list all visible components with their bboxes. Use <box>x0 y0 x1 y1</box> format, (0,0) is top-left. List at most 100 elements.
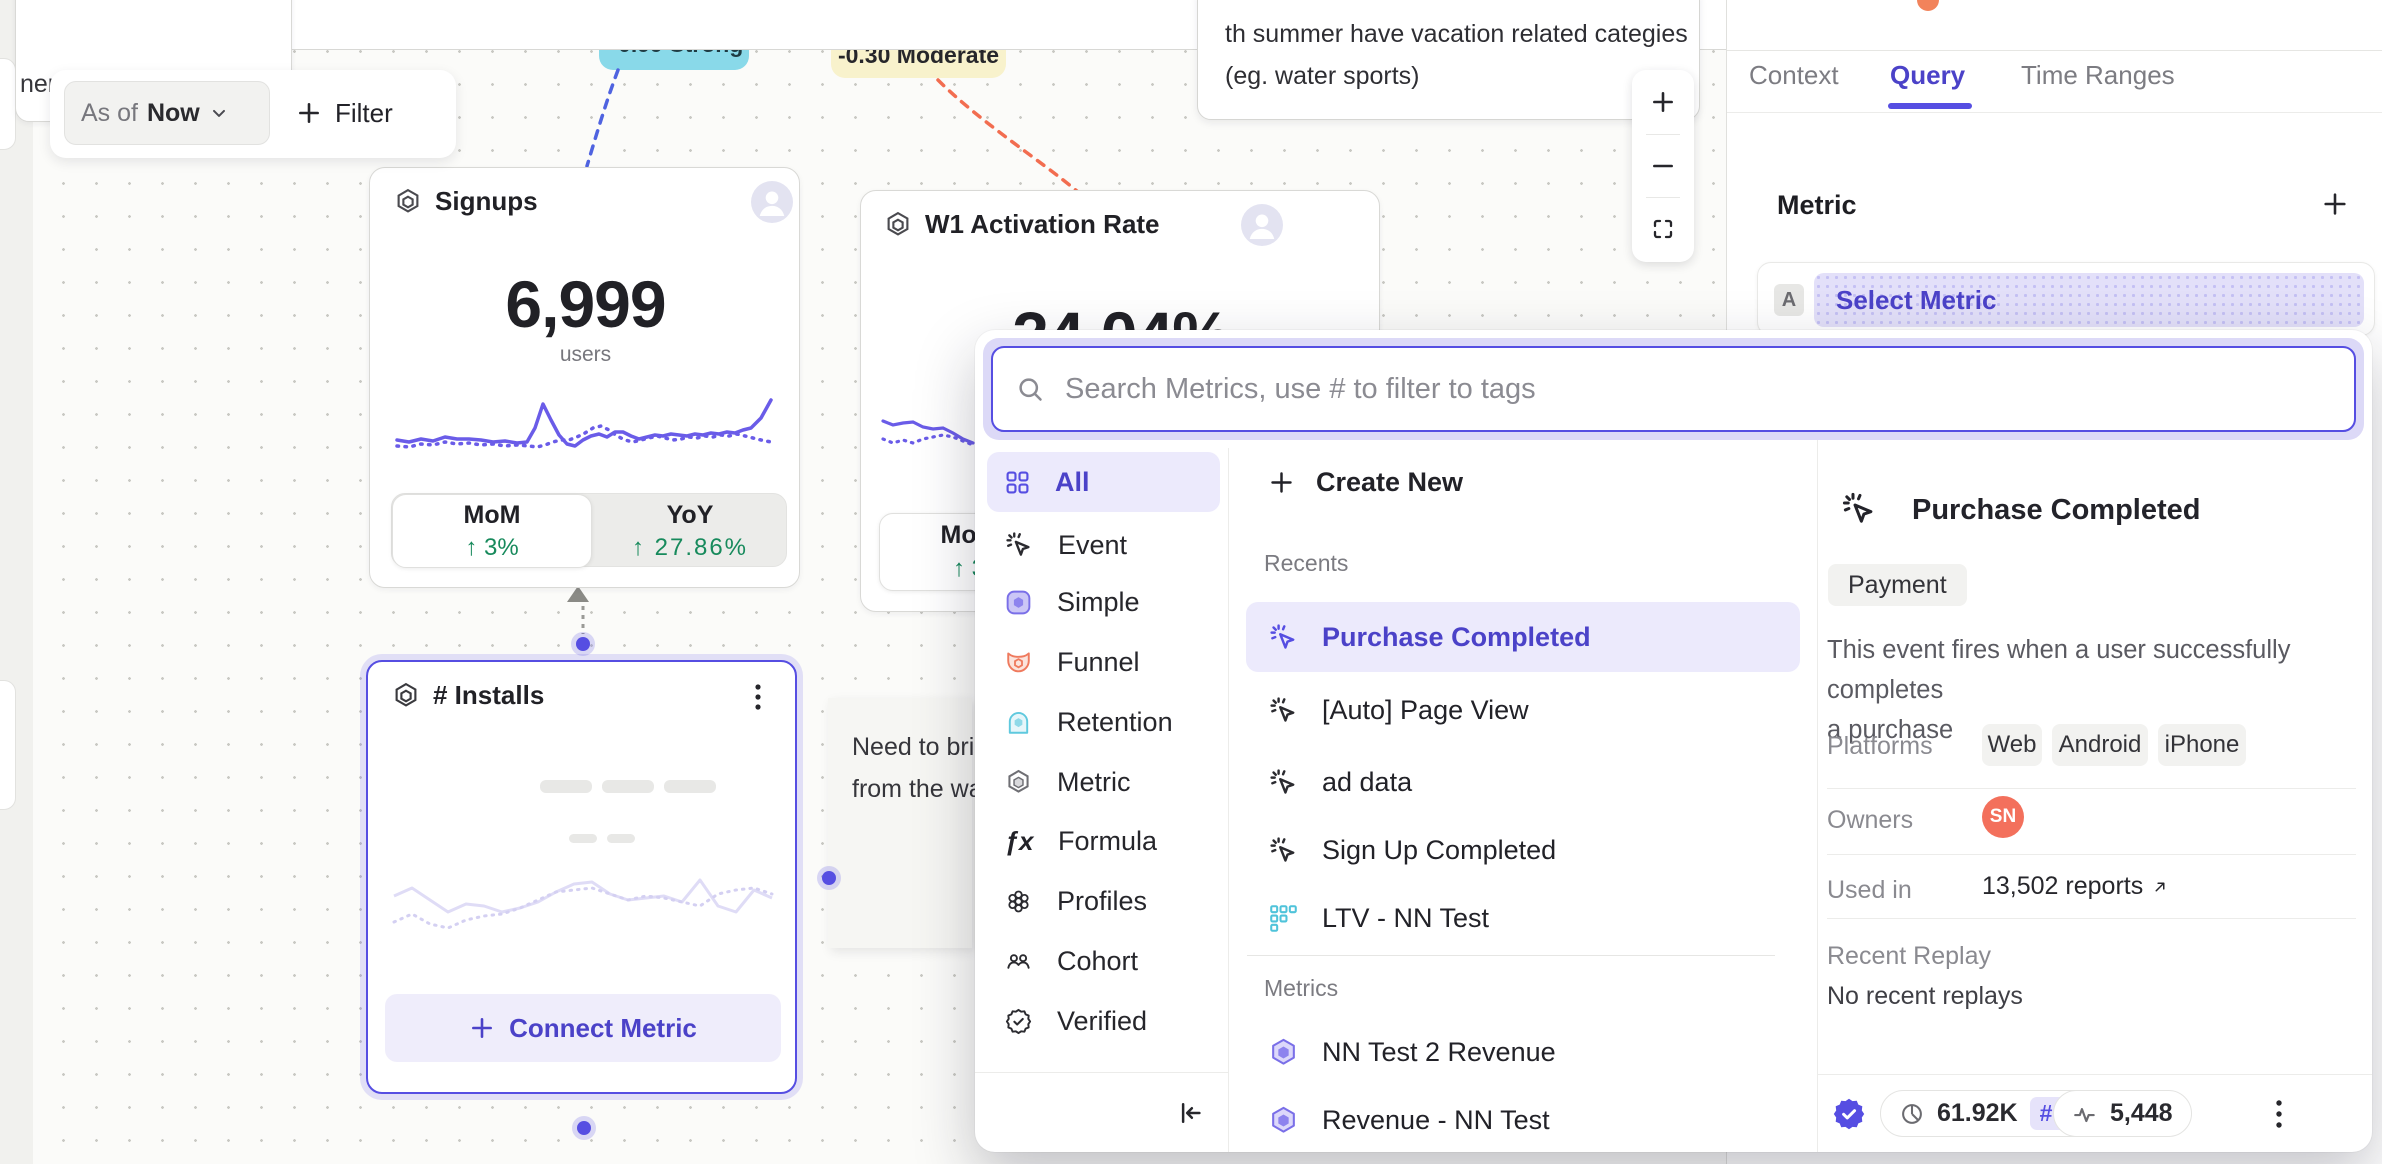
zoom-controls <box>1632 70 1694 262</box>
metric-card-installs[interactable]: # Installs Connect Metric <box>366 660 797 1094</box>
as-of-value: Now <box>146 98 200 127</box>
metric-section-header: Metric <box>1777 190 1857 220</box>
plus-icon <box>299 103 319 123</box>
card-title: # Installs <box>433 680 545 710</box>
fullscreen-icon <box>1653 219 1673 239</box>
detail-divider <box>1827 788 2356 789</box>
formula-icon: ƒx <box>1004 825 1034 856</box>
person-icon <box>1249 214 1275 239</box>
search-field[interactable] <box>991 346 2356 432</box>
minus-icon <box>1653 164 1673 168</box>
connect-metric-button[interactable]: Connect Metric <box>385 994 781 1062</box>
category-all[interactable]: All <box>987 452 1220 512</box>
note-card-summer[interactable]: th summer have vacation related categies… <box>1197 0 1700 120</box>
kebab-menu-icon[interactable] <box>744 680 772 714</box>
left-rail-card[interactable] <box>0 58 16 150</box>
sparkline-chart <box>395 398 773 449</box>
metric-option[interactable]: Purchase Completed <box>1246 602 1800 672</box>
connector-handle[interactable] <box>577 1121 591 1135</box>
recents-header: Recents <box>1264 550 1349 576</box>
metric-option[interactable]: NN Test 2 Revenue <box>1246 1017 1800 1087</box>
platforms-label: Platforms <box>1827 732 1933 760</box>
connector-handle[interactable] <box>576 637 590 651</box>
metric-option[interactable]: [Auto] Page View <box>1246 675 1800 745</box>
category-simple[interactable]: Simple <box>987 573 1220 631</box>
tab-time-ranges[interactable]: Time Ranges <box>2021 60 2175 90</box>
collapse-sidebar-icon[interactable] <box>1175 1098 1205 1128</box>
recent-replay-empty: No recent replays <box>1827 982 2023 1010</box>
category-funnel[interactable]: Funnel <box>987 633 1220 691</box>
event-cursor-icon <box>1006 532 1030 556</box>
volume-pill[interactable]: 5,448 <box>2053 1090 2192 1137</box>
filter-label: Filter <box>335 97 393 128</box>
zoom-out-button[interactable] <box>1632 135 1694 197</box>
skeleton-dash <box>540 780 592 793</box>
zoom-in-button[interactable] <box>1632 70 1694 134</box>
pie-chart-icon <box>1902 1103 1922 1124</box>
yoy-toggle[interactable]: YoY ↑ 27.86% <box>631 500 749 561</box>
category-cohort[interactable]: Cohort <box>987 932 1220 990</box>
category-metric[interactable]: Metric <box>987 753 1220 811</box>
connector-handle[interactable] <box>822 871 836 885</box>
select-metric-pill[interactable]: Select Metric <box>1814 273 2364 327</box>
used-in-link[interactable]: 13,502 reports <box>1982 872 2169 901</box>
metric-unit: users <box>559 343 612 366</box>
metric-option[interactable]: Sign Up Completed <box>1246 815 1800 885</box>
variable-letter-chip: A <box>1774 284 1804 316</box>
event-cursor-icon <box>1270 768 1295 794</box>
metric-option[interactable]: LTV - NN Test <box>1246 883 1800 953</box>
card-title: Signups <box>435 186 538 216</box>
add-metric-button[interactable] <box>2321 190 2349 218</box>
note-text: Need to brin from the wa <box>852 733 989 803</box>
tab-context[interactable]: Context <box>1749 60 1839 90</box>
metric-option[interactable]: Revenue - NN Test <box>1246 1085 1800 1152</box>
metrics-header: Metrics <box>1264 975 1339 1001</box>
category-profiles[interactable]: Profiles <box>987 872 1220 930</box>
search-input[interactable] <box>1063 371 2354 407</box>
plus-icon <box>1271 472 1292 493</box>
owner-avatar[interactable]: SN <box>1982 796 2024 838</box>
mom-toggle[interactable]: MoM ↑ 3% <box>392 494 592 568</box>
note-card-mid[interactable]: Need to brin from the wa <box>828 698 988 948</box>
left-rail-card[interactable] <box>0 680 16 810</box>
sparkline-chart <box>881 419 975 447</box>
avatar[interactable] <box>751 181 793 223</box>
verified-badge-icon[interactable] <box>1830 1095 1868 1133</box>
metric-option-partial[interactable] <box>1246 1138 1800 1152</box>
used-in-label: Used in <box>1827 876 1912 904</box>
filter-button[interactable]: Filter <box>296 86 393 140</box>
funnel-icon <box>1007 651 1030 672</box>
person-icon <box>759 191 785 216</box>
verified-badge-icon <box>1005 1008 1032 1034</box>
event-cursor-icon <box>1842 492 1873 523</box>
category-verified[interactable]: Verified <box>987 992 1220 1050</box>
skeleton-dash <box>664 780 716 793</box>
metric-hexagon-icon <box>1272 1038 1295 1065</box>
avatar[interactable] <box>1241 204 1283 246</box>
metric-picker-modal: All Event Simple Funnel <box>975 330 2372 1152</box>
metric-card-signups[interactable]: Signups 6,999 users MoM ↑ 3% YoY ↑ 27.86… <box>369 167 800 588</box>
profiles-flower-icon <box>1008 890 1029 912</box>
column-divider <box>1228 448 1229 1152</box>
metric-option[interactable]: ad data <box>1246 747 1800 817</box>
tab-query[interactable]: Query <box>1890 60 1966 90</box>
activity-pulse-icon <box>2074 1107 2095 1122</box>
as-of-dropdown[interactable]: As of Now <box>64 81 270 145</box>
tag-chip[interactable]: Payment <box>1828 564 1967 606</box>
kebab-menu-icon[interactable] <box>2265 1095 2293 1133</box>
plus-icon <box>1653 92 1673 112</box>
category-event[interactable]: Event <box>987 516 1220 574</box>
metric-hexagon-icon <box>397 188 419 213</box>
recent-replay-label: Recent Replay <box>1827 942 1991 970</box>
plus-icon <box>472 1018 493 1038</box>
create-new-button[interactable]: Create New <box>1268 467 1463 498</box>
detail-divider <box>1827 918 2356 919</box>
metric-slot-row[interactable]: A Select Metric <box>1757 262 2375 336</box>
fit-view-button[interactable] <box>1632 198 1694 260</box>
category-retention[interactable]: Retention <box>987 693 1220 751</box>
metric-value: 6,999 <box>505 267 666 341</box>
metric-hexagon-icon <box>1272 1106 1295 1133</box>
canvas-toolbar: As of Now Filter <box>50 70 456 158</box>
category-formula[interactable]: ƒx Formula <box>1004 825 1158 856</box>
